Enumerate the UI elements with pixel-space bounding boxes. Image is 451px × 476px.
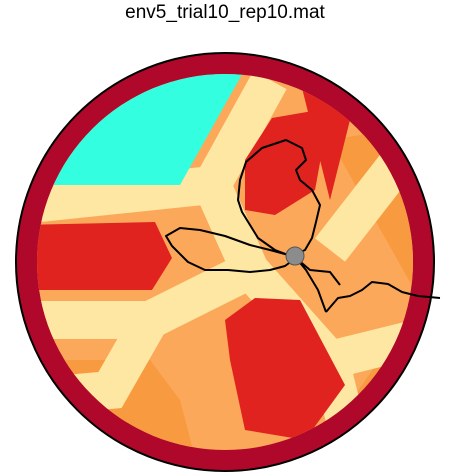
title: env5_trial10_rep10.mat — [125, 2, 325, 23]
red-block — [225, 298, 345, 440]
red-block — [37, 222, 172, 290]
platform — [285, 246, 305, 266]
trajectory — [165, 139, 441, 313]
